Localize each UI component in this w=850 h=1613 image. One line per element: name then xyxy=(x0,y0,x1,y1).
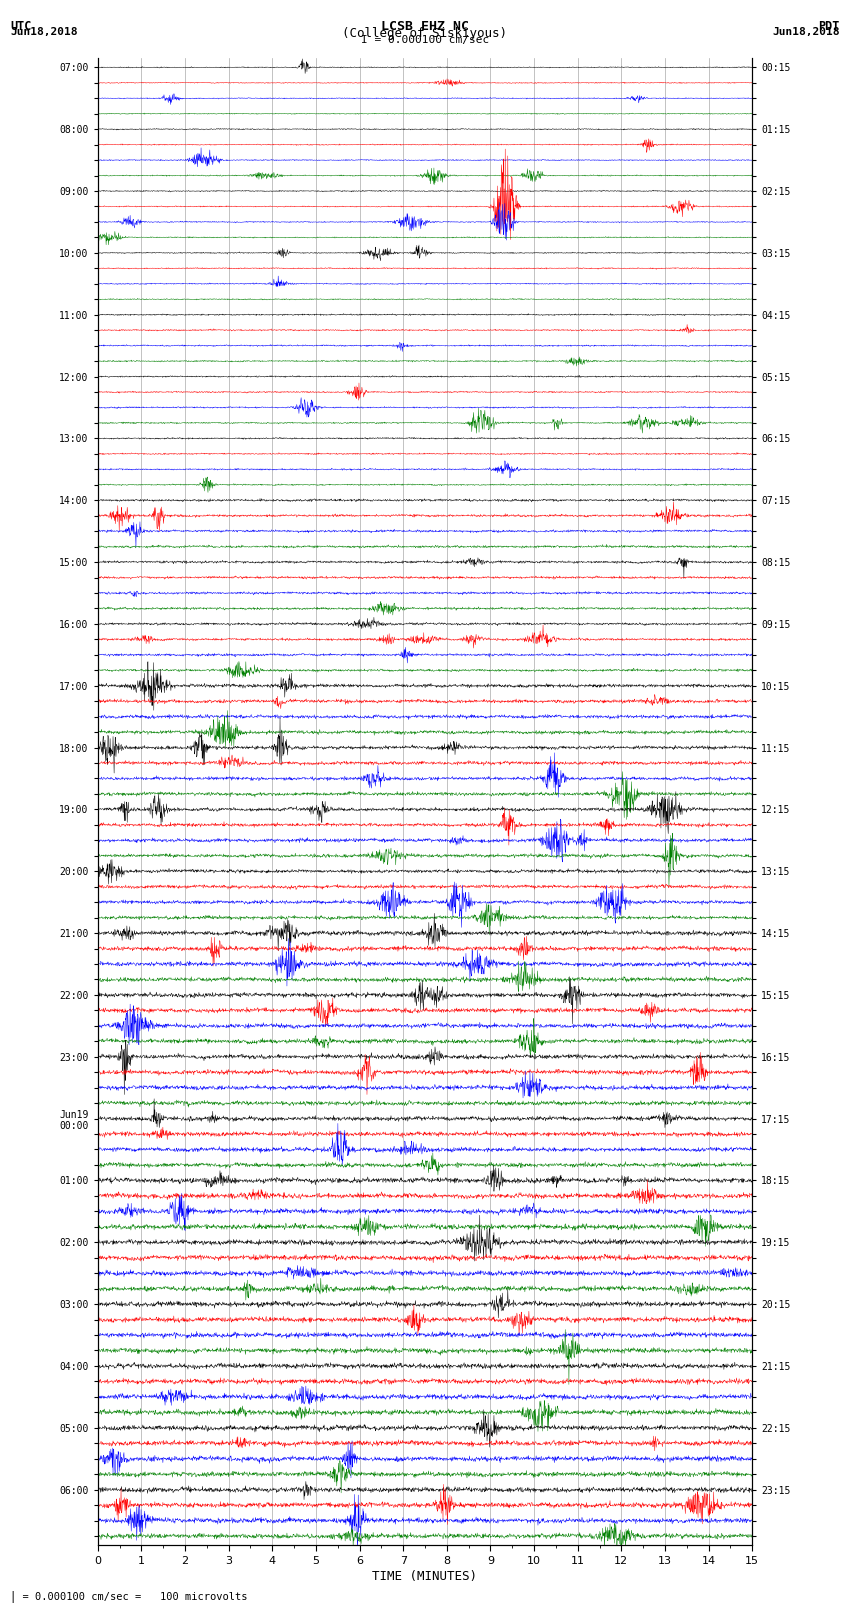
Text: UTC: UTC xyxy=(10,19,31,34)
Text: LCSB EHZ NC: LCSB EHZ NC xyxy=(381,19,469,34)
X-axis label: TIME (MINUTES): TIME (MINUTES) xyxy=(372,1569,478,1582)
Text: Jun18,2018: Jun18,2018 xyxy=(773,27,840,37)
Text: (College of Siskiyous): (College of Siskiyous) xyxy=(343,27,507,40)
Text: I = 0.000100 cm/sec: I = 0.000100 cm/sec xyxy=(361,35,489,45)
Text: ⎪ = 0.000100 cm/sec =   100 microvolts: ⎪ = 0.000100 cm/sec = 100 microvolts xyxy=(10,1592,247,1603)
Text: Jun18,2018: Jun18,2018 xyxy=(10,27,77,37)
Text: PDT: PDT xyxy=(819,19,840,34)
